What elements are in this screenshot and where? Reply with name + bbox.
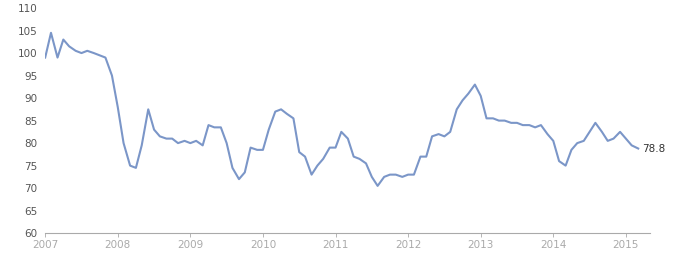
Text: 78.8: 78.8 <box>643 144 666 154</box>
